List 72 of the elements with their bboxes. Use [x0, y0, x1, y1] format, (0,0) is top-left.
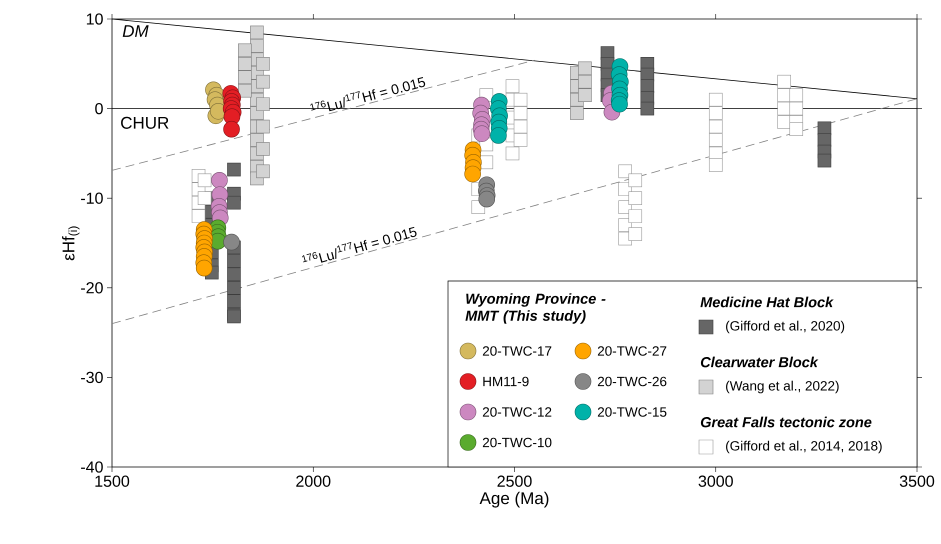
series-label: DM — [122, 25, 149, 37]
point — [256, 164, 270, 178]
point — [464, 166, 481, 182]
point — [223, 234, 240, 250]
point — [256, 74, 270, 89]
point — [628, 173, 642, 188]
point — [578, 61, 592, 76]
x-tick-label: 3500 — [900, 476, 934, 487]
annotation: Great Falls tectonic zone — [700, 416, 872, 428]
point — [223, 120, 240, 138]
point — [250, 26, 264, 40]
legend-label: (Gifford et al., 2014, 2018) — [726, 440, 882, 454]
point — [227, 268, 241, 282]
y-tick-label: 0 — [95, 102, 103, 114]
point — [570, 106, 584, 120]
annotation: Clearwater Block — [700, 356, 818, 368]
x-tick-label: 2500 — [498, 476, 532, 487]
point — [628, 227, 642, 241]
y-tick-label: 10 — [86, 13, 103, 25]
x-tick-label: 3000 — [698, 476, 733, 487]
legend-label: 20-TWC-15 — [598, 407, 666, 417]
point — [256, 120, 270, 134]
y-tick-label: -10 — [81, 192, 103, 204]
point — [238, 57, 252, 71]
legend-label: 20-TWC-27 — [598, 346, 666, 356]
point — [611, 96, 628, 112]
point — [628, 209, 642, 223]
legend-label: HM11-9 — [483, 376, 529, 386]
x-axis-title: Age (Ma) — [480, 492, 548, 508]
point — [196, 260, 212, 276]
y-tick-label: -20 — [81, 282, 103, 294]
point — [250, 39, 264, 53]
point — [578, 74, 592, 89]
legend-label: 20-TWC-17 — [482, 346, 552, 356]
text: $^{176}$Lu/$^{177}$Hf = 0.015 — [302, 226, 417, 263]
point — [227, 254, 241, 268]
y-tick-label: -40 — [81, 461, 103, 473]
point — [640, 102, 654, 116]
annotation: Medicine Hat Block — [700, 296, 834, 308]
point — [789, 102, 804, 116]
x-tick-label: 2000 — [296, 476, 330, 487]
ref-line-label: CHUR — [121, 116, 169, 129]
point — [818, 154, 832, 168]
point — [227, 196, 241, 210]
point — [238, 44, 252, 58]
point — [474, 125, 490, 142]
point — [211, 172, 228, 189]
point — [198, 191, 212, 205]
point — [227, 162, 241, 176]
x-tick-label: 1500 — [95, 476, 130, 487]
point — [708, 158, 723, 172]
legend-label: (Gifford et al., 2020) — [726, 320, 844, 334]
legend-label: (Wang et al., 2022) — [726, 380, 839, 394]
point — [628, 191, 642, 205]
point — [238, 84, 252, 98]
point — [478, 190, 496, 208]
y-axis-title: εHf$_{(i)}$ — [62, 226, 80, 260]
legend-title: Wyoming Province - MMT (This study) — [465, 293, 606, 324]
legend-label: 20-TWC-26 — [598, 376, 666, 386]
point — [578, 88, 592, 102]
legend-label: 20-TWC-10 — [482, 438, 552, 448]
text: $^{176}$Lu/$^{177}$Hf = 0.015 — [310, 77, 426, 112]
point — [256, 97, 270, 111]
point — [256, 57, 270, 71]
point — [490, 127, 507, 144]
point — [227, 294, 241, 308]
y-tick-label: -30 — [81, 372, 103, 384]
legend-label: 20-TWC-12 — [482, 407, 552, 417]
point — [227, 281, 241, 295]
point — [789, 122, 804, 136]
point — [256, 142, 270, 156]
point — [238, 70, 252, 84]
